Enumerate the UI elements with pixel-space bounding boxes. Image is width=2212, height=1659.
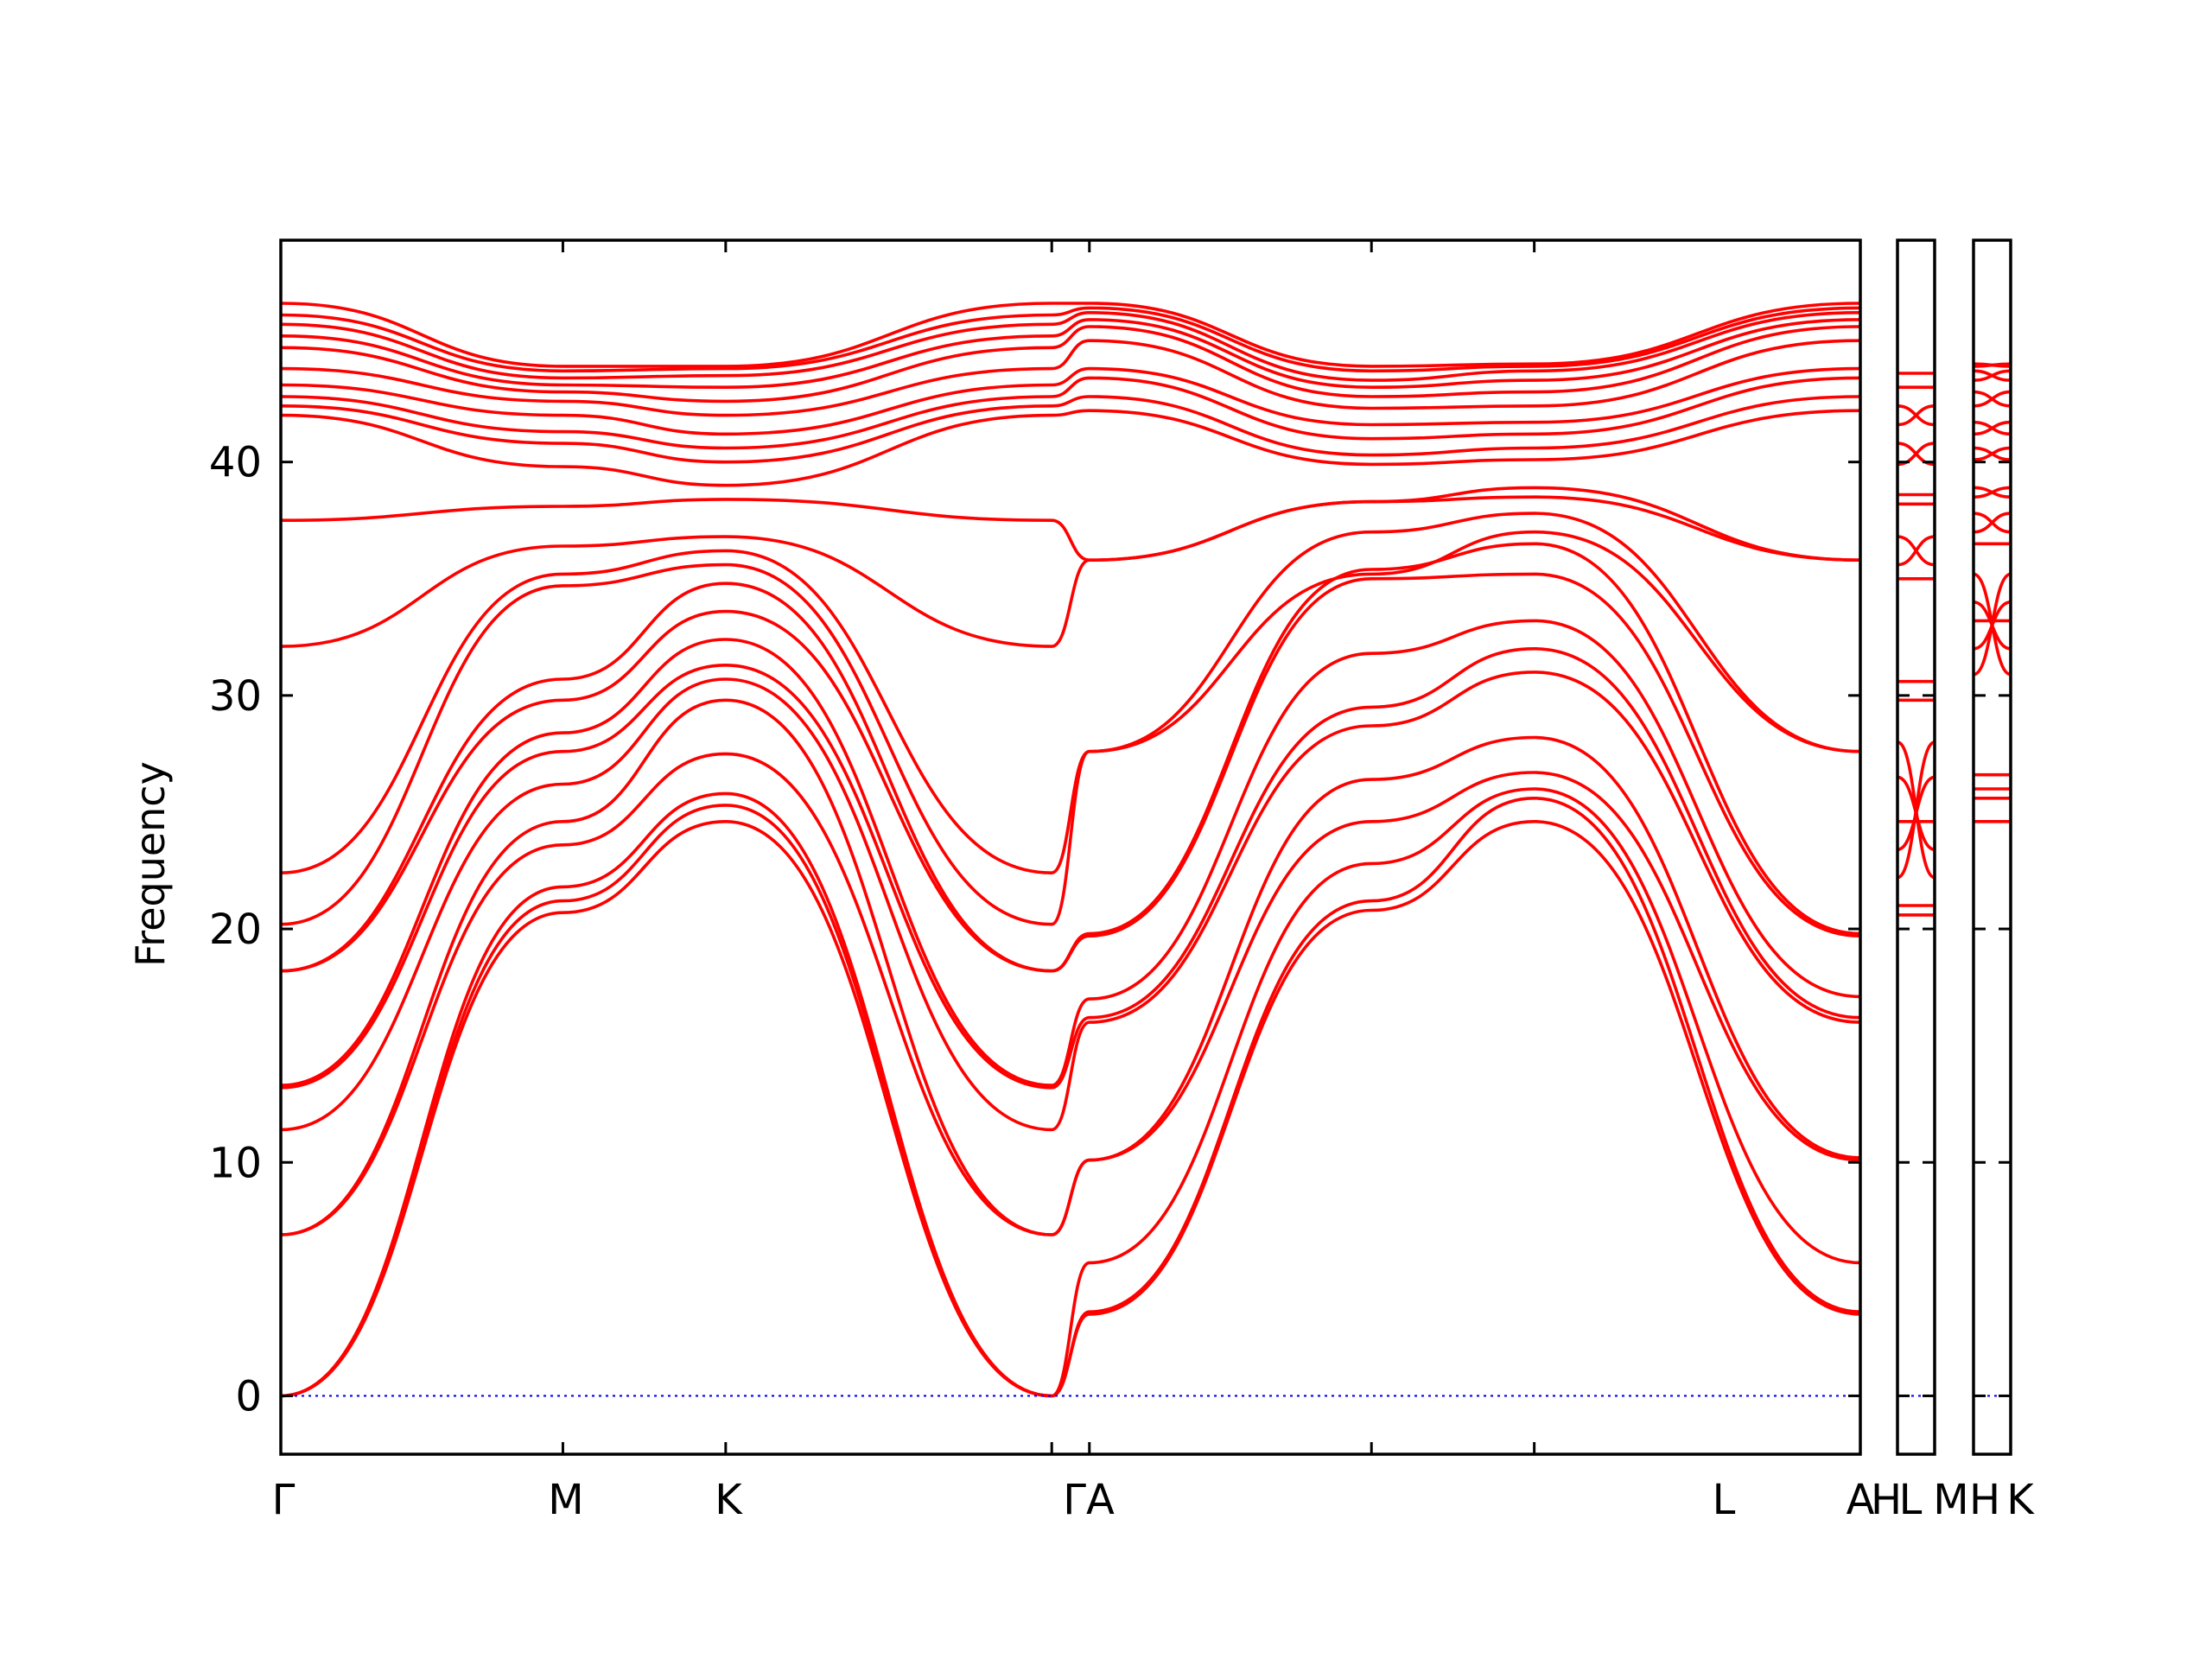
x-tick-label: H: [1871, 1476, 1902, 1524]
band-line-1-19: [281, 339, 1860, 417]
band-line-1-2: [281, 797, 1860, 1398]
y-tick-label: 10: [209, 1139, 262, 1187]
y-tick-label: 30: [209, 672, 262, 721]
band-line-1-22: [281, 311, 1860, 382]
panel-frame-3: [1972, 238, 2012, 1456]
band-lines: [281, 302, 2011, 1398]
band-line-2-7: [1897, 741, 1935, 880]
band-line-1-18: [281, 366, 1860, 436]
band-line-2-12: [1897, 535, 1935, 567]
x-tick-label: L: [1899, 1476, 1923, 1524]
y-tick-label: 40: [209, 439, 262, 487]
band-line-1-15: [281, 409, 1860, 487]
band-line-1-17: [281, 376, 1860, 450]
band-line-1-3: [281, 787, 1860, 1398]
band-panel-3: [1974, 362, 2011, 823]
x-tick-label: M: [548, 1476, 583, 1524]
band-line-1-24: [281, 302, 1860, 368]
band-line-3-14: [1974, 486, 2011, 499]
x-tick-label: K: [715, 1476, 743, 1524]
band-line-1-16: [281, 395, 1860, 464]
x-tick-label: L: [1713, 1476, 1736, 1524]
band-line-1-9: [281, 572, 1860, 973]
band-line-1-14: [281, 486, 1860, 562]
band-line-3-18: [1974, 420, 2011, 436]
band-line-1-11: [281, 530, 1860, 926]
axis-ticks: [279, 240, 2012, 1454]
band-panel-2: [1897, 372, 1935, 917]
band-line-3-16: [1974, 446, 2011, 461]
band-line-3-22: [1974, 369, 2011, 382]
band-line-1-13: [281, 495, 1860, 648]
y-axis-title: Frequency: [127, 761, 174, 967]
band-line-1-20: [281, 325, 1860, 404]
band-line-3-24: [1974, 362, 2011, 368]
x-tick-label: Γ: [272, 1476, 296, 1524]
panel-frames: [279, 238, 2012, 1456]
y-tick-label: 0: [235, 1372, 262, 1421]
panel-frame-2: [1896, 238, 1936, 1456]
band-line-2-18: [1897, 404, 1935, 427]
band-line-1-5: [281, 698, 1860, 1236]
band-line-1-10: [281, 542, 1860, 973]
x-tick-label: A: [1847, 1476, 1875, 1524]
x-tick-label: H: [1969, 1476, 2000, 1524]
x-tick-label: M: [1933, 1476, 1968, 1524]
y-tick-label: 20: [209, 906, 262, 954]
band-line-3-9: [1974, 572, 2011, 677]
band-line-2-16: [1897, 442, 1935, 467]
panel-frame-1: [279, 238, 1862, 1456]
band-line-1-7: [281, 647, 1860, 1090]
band-line-1-21: [281, 318, 1860, 389]
band-line-1-8: [281, 619, 1860, 1087]
band-line-3-12: [1974, 512, 2011, 534]
x-tick-label: ΓA: [1063, 1476, 1115, 1524]
band-line-1-23: [281, 306, 1860, 373]
band-line-3-20: [1974, 390, 2011, 408]
band-line-1-12: [281, 512, 1860, 874]
band-panel-1: [281, 302, 1860, 1398]
x-tick-label: K: [2006, 1476, 2035, 1524]
band-line-1-6: [281, 671, 1860, 1132]
